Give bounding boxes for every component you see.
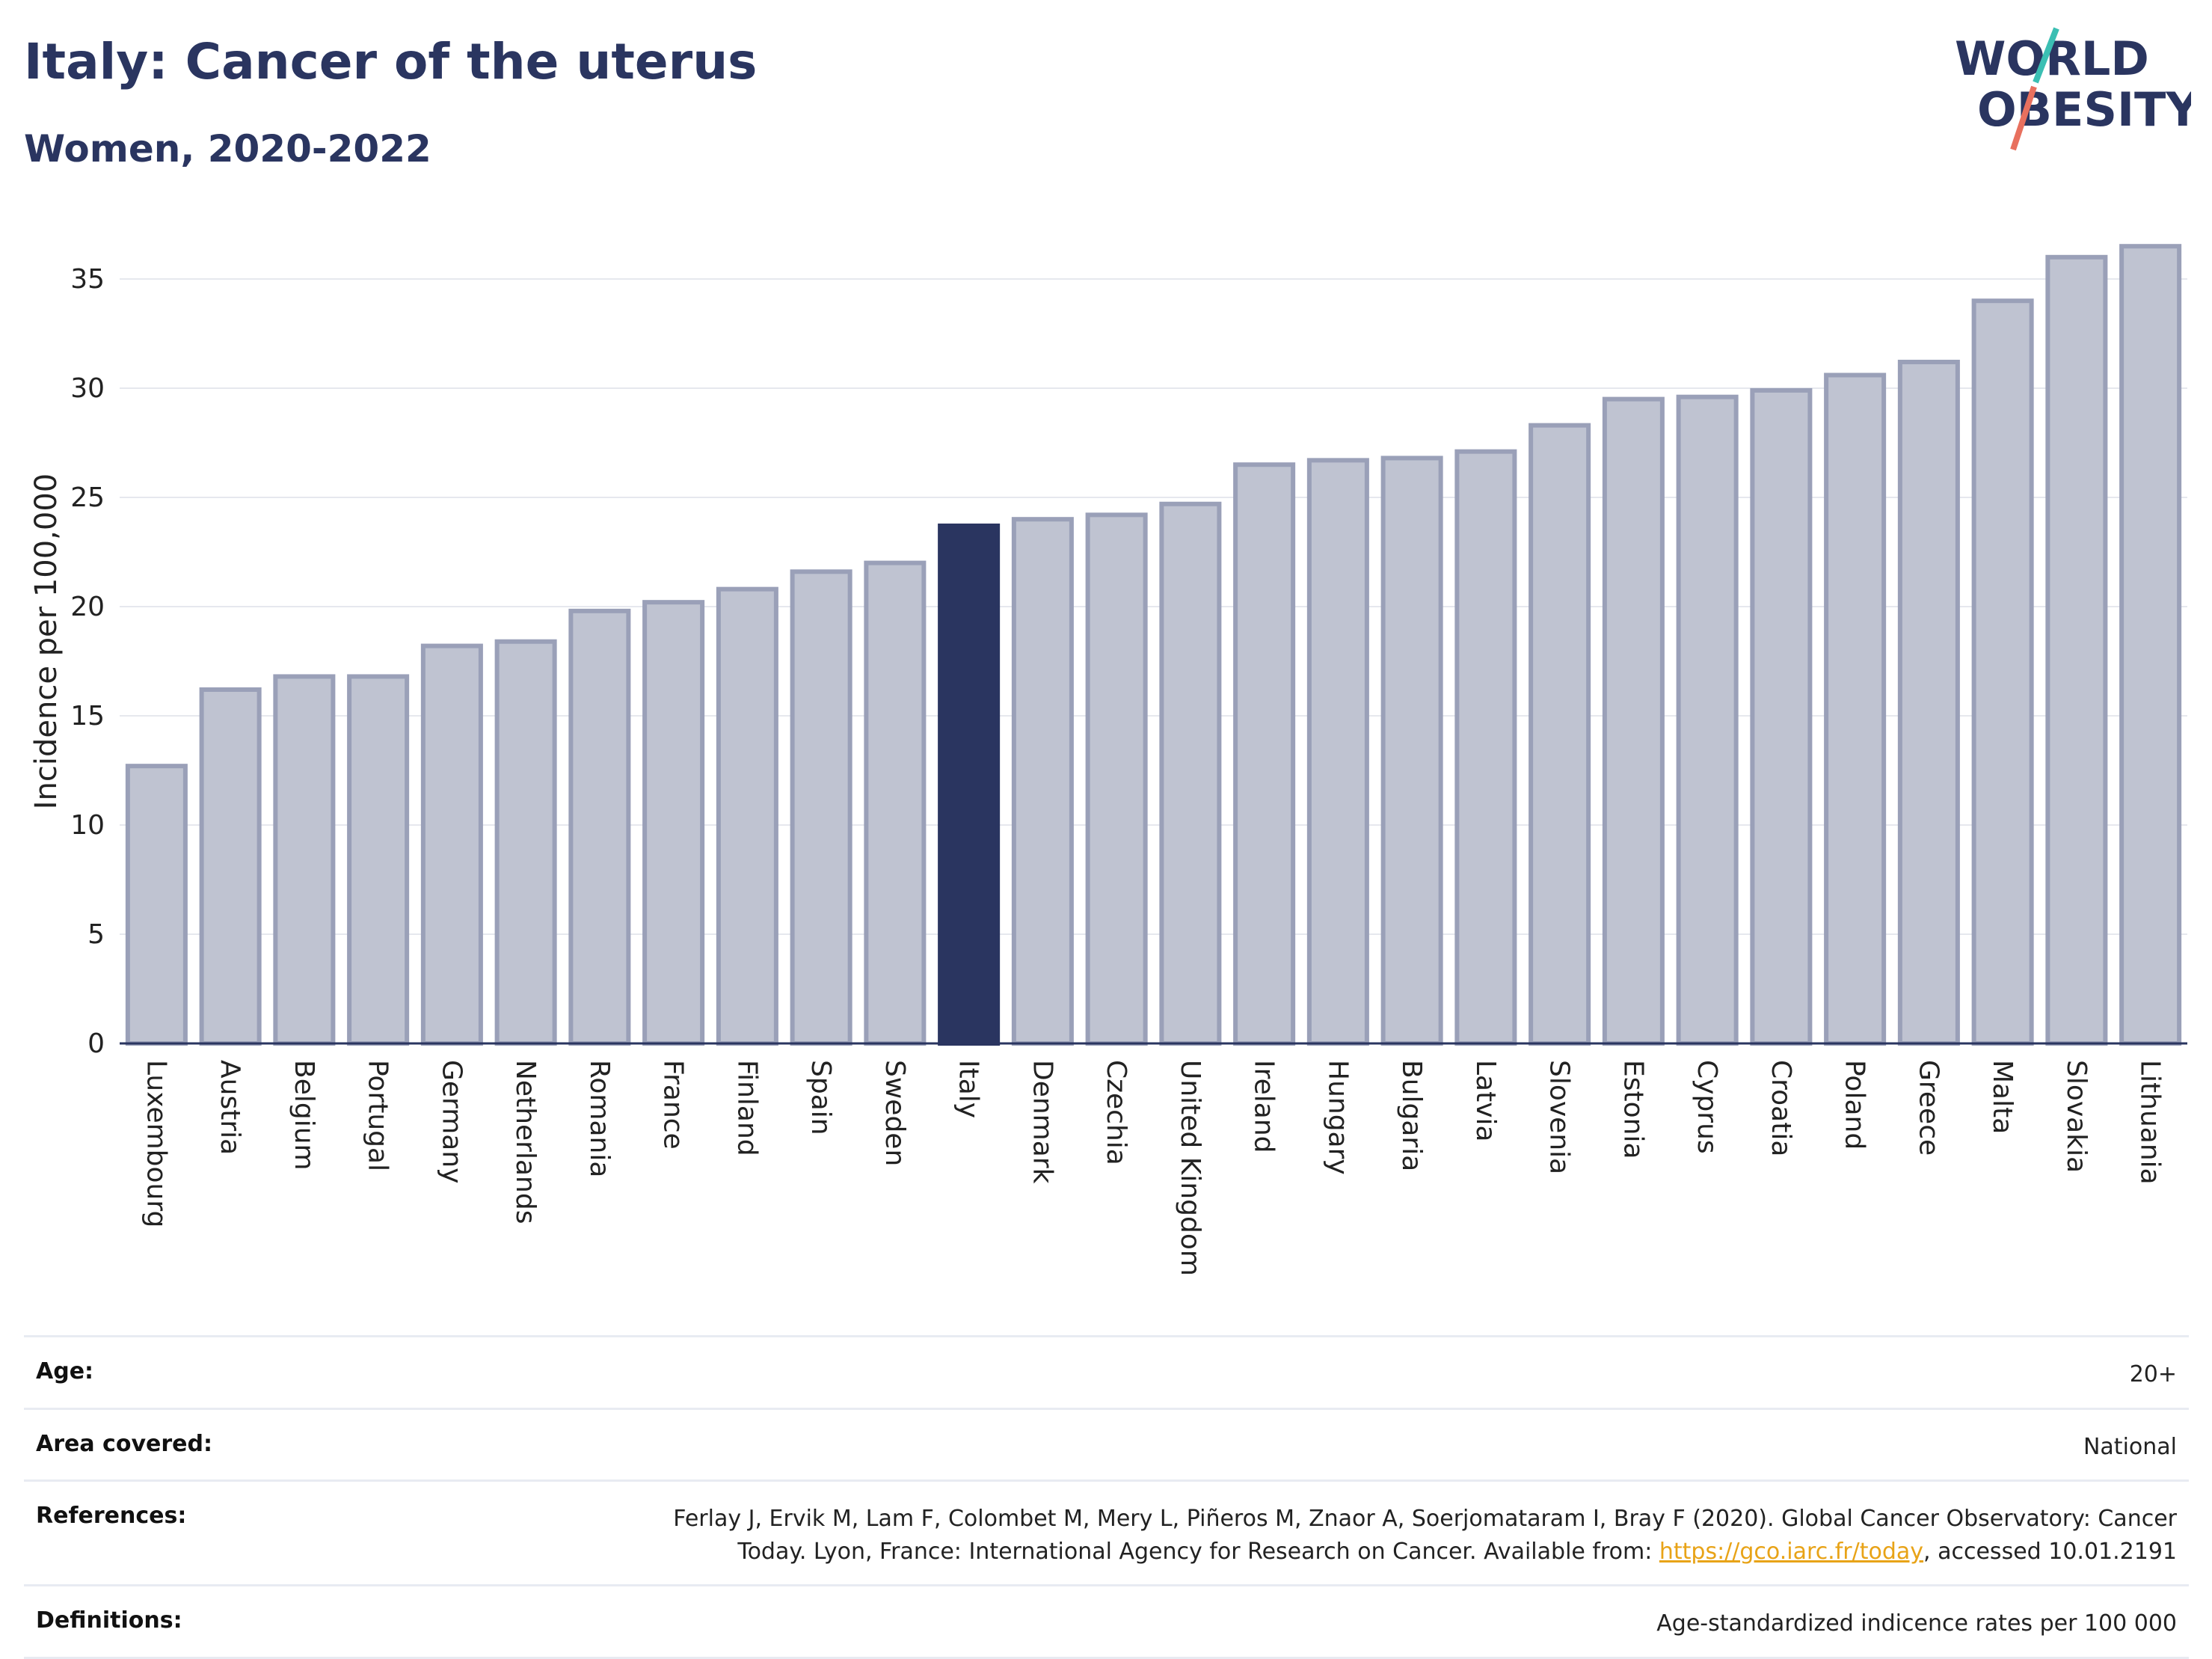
logo-slash-teal xyxy=(2033,27,2059,84)
meta-area-value: National xyxy=(2083,1433,2177,1460)
page-title: Italy: Cancer of the uterus xyxy=(24,33,758,91)
y-tick-label: 5 xyxy=(87,919,105,950)
bar-greece xyxy=(1897,359,1960,1046)
x-axis-ticks: Luxembourg Austria Belgium Portugal Germany N… xyxy=(141,1060,2165,1276)
bar-chart: 0 5 10 15 20 25 30 35 Luxembourg Austria Belgium P… xyxy=(29,244,2187,1276)
y-tick-label: 20 xyxy=(70,592,105,622)
x-tick-label: Czechia xyxy=(1101,1060,1131,1165)
bar-bulgaria xyxy=(1380,456,1443,1046)
bar-hungary xyxy=(1306,458,1369,1046)
meta-age-value: 20+ xyxy=(2129,1361,2177,1387)
bar-malta xyxy=(1971,298,2034,1046)
bar-netherlands xyxy=(494,639,557,1046)
meta-definitions-label: Definitions: xyxy=(36,1607,182,1634)
x-tick-label: Bulgaria xyxy=(1396,1060,1427,1171)
x-tick-label: Spain xyxy=(805,1060,836,1135)
x-tick-label: Luxembourg xyxy=(141,1060,171,1227)
x-tick-label: Poland xyxy=(1840,1060,1870,1150)
bar-romania xyxy=(568,608,631,1046)
meta-area-label: Area covered: xyxy=(36,1430,212,1457)
bar-czechia xyxy=(1085,512,1148,1046)
bar-italy xyxy=(938,523,1001,1046)
bar-belgium xyxy=(273,674,336,1046)
x-tick-label: Slovenia xyxy=(1544,1060,1575,1174)
bar-luxembourg xyxy=(125,764,188,1046)
x-tick-label: Netherlands xyxy=(510,1060,541,1224)
bar-france xyxy=(642,600,705,1046)
y-axis-label: Incidence per 100,000 xyxy=(29,473,64,810)
x-tick-label: Belgium xyxy=(289,1060,319,1171)
meta-row-area: Area covered: National xyxy=(24,1407,2189,1480)
y-tick-label: 10 xyxy=(70,810,105,841)
references-text: Ferlay J, Ervik M, Lam F, Colombet M, Me… xyxy=(673,1506,2177,1565)
y-tick-label: 35 xyxy=(70,264,105,295)
x-tick-label: Greece xyxy=(1913,1060,1944,1156)
x-tick-label: Denmark xyxy=(1027,1060,1057,1184)
x-tick-label: Romania xyxy=(584,1060,615,1177)
bar-united-kingdom xyxy=(1159,501,1222,1046)
x-tick-label: Finland xyxy=(731,1060,762,1156)
y-tick-label: 0 xyxy=(87,1028,105,1059)
bar-portugal xyxy=(347,674,410,1046)
x-tick-label: Germany xyxy=(436,1060,467,1183)
bar-slovenia xyxy=(1529,423,1591,1046)
y-axis-ticks: 0 5 10 15 20 25 30 35 xyxy=(70,264,105,1059)
x-tick-label: Austria xyxy=(215,1060,245,1155)
x-tick-label: Estonia xyxy=(1617,1060,1648,1159)
meta-references-value: Ferlay J, Ervik M, Lam F, Colombet M, Me… xyxy=(606,1503,2177,1568)
meta-row-age: Age: 20+ xyxy=(24,1335,2189,1408)
y-tick-label: 25 xyxy=(70,482,105,513)
references-suffix: , accessed 10.01.2191 xyxy=(1923,1538,2177,1565)
bar-lithuania xyxy=(2119,244,2182,1046)
y-tick-label: 30 xyxy=(70,373,105,404)
bar-ireland xyxy=(1233,462,1296,1046)
bar-denmark xyxy=(1011,517,1074,1046)
x-tick-label: France xyxy=(658,1060,689,1150)
page-subtitle: Women, 2020-2022 xyxy=(24,127,431,171)
logo-slash-coral xyxy=(2010,85,2037,151)
world-obesity-logo: WORLD OBESITY xyxy=(1955,27,2191,151)
x-tick-label: Croatia xyxy=(1766,1060,1796,1156)
bar-latvia xyxy=(1454,449,1517,1046)
bars xyxy=(125,244,2182,1046)
x-tick-label: Portugal xyxy=(363,1060,393,1171)
logo-line-obesity: OBESITY xyxy=(1977,82,2191,137)
x-tick-label: Cyprus xyxy=(1692,1060,1722,1154)
bar-spain xyxy=(790,569,852,1046)
bar-croatia xyxy=(1750,387,1813,1046)
x-tick-label: United Kingdom xyxy=(1175,1060,1205,1276)
references-link[interactable]: https://gco.iarc.fr/today xyxy=(1659,1538,1924,1565)
x-tick-label: Sweden xyxy=(879,1060,910,1166)
x-tick-label: Ireland xyxy=(1249,1060,1279,1153)
x-tick-label: Slovakia xyxy=(2061,1060,2092,1173)
meta-definitions-value: Age-standardized indicence rates per 100… xyxy=(1656,1610,2177,1637)
meta-references-label: References: xyxy=(36,1503,187,1529)
bar-cyprus xyxy=(1676,394,1739,1046)
bar-slovakia xyxy=(2045,254,2108,1046)
x-tick-label: Italy xyxy=(953,1060,984,1118)
x-tick-label: Lithuania xyxy=(2135,1060,2166,1185)
y-tick-label: 15 xyxy=(70,701,105,732)
meta-row-references: References: Ferlay J, Ervik M, Lam F, Co… xyxy=(24,1479,2189,1584)
x-tick-label: Malta xyxy=(1987,1060,2018,1134)
bar-austria xyxy=(199,687,262,1046)
bar-poland xyxy=(1824,372,1887,1046)
bar-sweden xyxy=(864,560,927,1046)
metadata-table: Age: 20+ Area covered: National Referenc… xyxy=(24,1335,2189,1659)
x-tick-label: Latvia xyxy=(1470,1060,1501,1142)
bar-estonia xyxy=(1602,396,1665,1046)
bar-finland xyxy=(716,586,778,1046)
bar-germany xyxy=(420,643,483,1046)
x-tick-label: Hungary xyxy=(1322,1060,1353,1175)
meta-row-definitions: Definitions: Age-standardized indicence … xyxy=(24,1584,2189,1659)
meta-age-label: Age: xyxy=(36,1358,94,1384)
